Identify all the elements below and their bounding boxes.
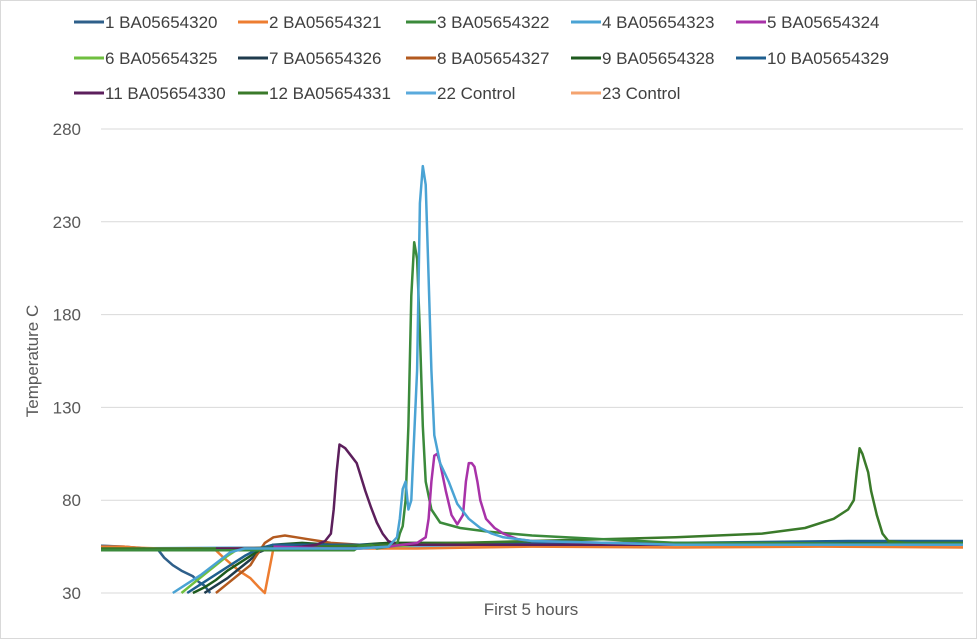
y-tick-label: 80 bbox=[62, 491, 81, 510]
legend-entry[interactable]: 5 BA05654324 bbox=[736, 13, 880, 32]
series-line bbox=[180, 543, 963, 594]
legend-entry[interactable]: 7 BA05654326 bbox=[238, 49, 382, 68]
legend-label: 23 Control bbox=[602, 84, 680, 103]
legend-entry[interactable]: 4 BA05654323 bbox=[571, 13, 715, 32]
legend-label: 4 BA05654323 bbox=[602, 13, 715, 32]
y-tick-label: 180 bbox=[53, 306, 81, 325]
legend-label: 7 BA05654326 bbox=[269, 49, 382, 68]
legend-label: 6 BA05654325 bbox=[105, 49, 218, 68]
legend-entry[interactable]: 23 Control bbox=[571, 84, 680, 103]
legend-label: 3 BA05654322 bbox=[437, 13, 550, 32]
legend-label: 22 Control bbox=[437, 84, 515, 103]
series-line bbox=[100, 544, 212, 594]
legend-entry[interactable]: 10 BA05654329 bbox=[736, 49, 889, 68]
legend-label: 1 BA05654320 bbox=[105, 13, 218, 32]
y-tick-label: 30 bbox=[62, 584, 81, 603]
legend-entry[interactable]: 3 BA05654322 bbox=[406, 13, 550, 32]
series-line bbox=[101, 446, 963, 550]
series-line bbox=[203, 543, 963, 595]
series-line bbox=[215, 443, 963, 550]
legend: 1 BA05654320 2 BA05654321 3 BA05654322 4 BA… bbox=[74, 13, 889, 103]
legend-entry[interactable]: 1 BA05654320 bbox=[74, 13, 218, 32]
series-line bbox=[172, 164, 963, 595]
legend-entry[interactable]: 12 BA05654331 bbox=[238, 84, 391, 103]
series-line bbox=[101, 240, 963, 552]
legend-entry[interactable]: 6 BA05654325 bbox=[74, 49, 218, 68]
legend-label: 12 BA05654331 bbox=[269, 84, 391, 103]
legend-label: 5 BA05654324 bbox=[767, 13, 880, 32]
y-axis-title: Temperature C bbox=[23, 305, 42, 417]
legend-entry[interactable]: 22 Control bbox=[406, 84, 515, 103]
series-line bbox=[273, 452, 963, 550]
legend-entry[interactable]: 11 BA05654330 bbox=[74, 84, 226, 103]
y-axis-ticks: 30 80 130 180 230 280 bbox=[53, 120, 81, 603]
legend-entry[interactable]: 8 BA05654327 bbox=[406, 49, 550, 68]
series-lines bbox=[100, 164, 964, 595]
legend-label: 11 BA05654330 bbox=[105, 84, 226, 103]
y-tick-label: 130 bbox=[53, 398, 81, 417]
legend-label: 8 BA05654327 bbox=[437, 49, 550, 68]
legend-entry[interactable]: 2 BA05654321 bbox=[238, 13, 382, 32]
legend-entry[interactable]: 9 BA05654328 bbox=[571, 49, 715, 68]
legend-label: 10 BA05654329 bbox=[767, 49, 889, 68]
legend-label: 2 BA05654321 bbox=[269, 13, 382, 32]
y-tick-label: 230 bbox=[53, 213, 81, 232]
legend-label: 9 BA05654328 bbox=[602, 49, 715, 68]
gridlines bbox=[101, 128, 963, 594]
x-axis-title: First 5 hours bbox=[484, 600, 578, 619]
y-tick-label: 280 bbox=[53, 120, 81, 139]
